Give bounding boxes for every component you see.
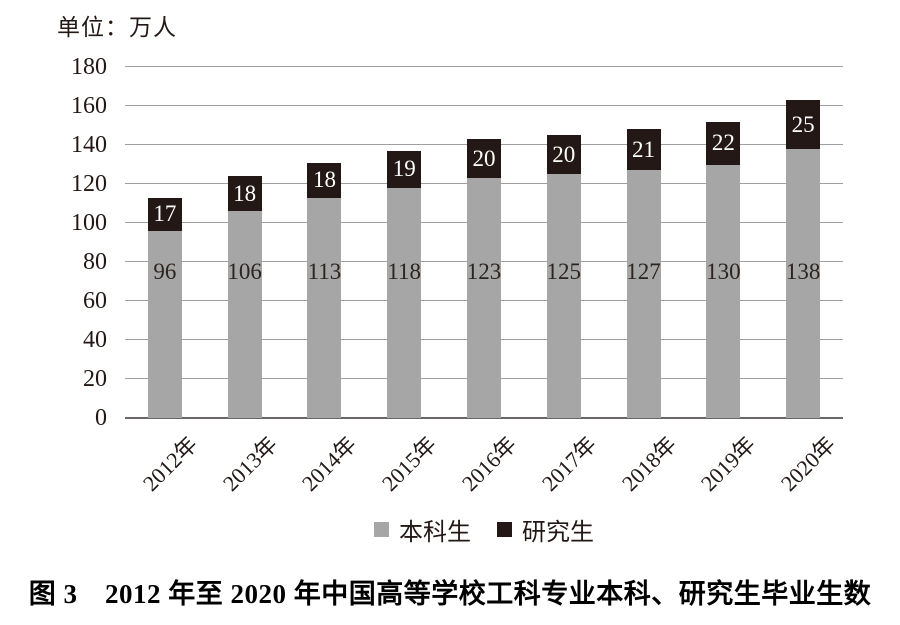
x-tick-label: 2015年	[377, 431, 442, 496]
bar-segment-undergraduate	[147, 230, 182, 418]
x-tick-label: 2018年	[616, 431, 681, 496]
bar-2014年: 18 113	[307, 162, 342, 418]
bar-segment-graduate: 19	[387, 150, 422, 188]
bar-2012年: 17 96	[147, 197, 182, 418]
bar-segment-undergraduate	[467, 178, 501, 418]
bar-segment-graduate: 25	[786, 100, 821, 149]
bar-value-label-graduate: 17	[153, 201, 177, 227]
x-tick-label: 2016年	[456, 431, 522, 496]
unit-label: 单位：万人	[57, 15, 177, 40]
bar-value-label-undergraduate: 118	[387, 258, 422, 284]
legend-label: 本科生	[399, 520, 471, 546]
x-tick-label: 2013年	[217, 431, 282, 496]
x-tick-label: 2012年	[137, 431, 203, 496]
bar-segment-graduate: 20	[467, 139, 501, 179]
bar-2019年: 22 130	[706, 121, 741, 418]
legend-item-undergraduate: 本科生	[374, 512, 471, 547]
x-tick-label: 2020年	[775, 431, 841, 496]
y-tick-label: 20	[83, 366, 107, 392]
legend-item-graduate: 研究生	[497, 512, 594, 547]
y-tick-label: 100	[71, 210, 107, 236]
bar-2018年: 21 127	[626, 129, 661, 418]
legend: 本科生 研究生	[125, 512, 843, 547]
bar-value-label-graduate: 19	[392, 156, 416, 182]
bar-value-label-undergraduate: 123	[466, 258, 502, 284]
bar-value-label-undergraduate: 96	[153, 258, 177, 284]
bar-2015年: 19 118	[387, 150, 422, 418]
bar-segment-undergraduate	[706, 164, 741, 418]
bar-value-label-undergraduate: 106	[227, 258, 262, 284]
bar-segment-undergraduate	[786, 148, 821, 418]
x-tick-label: 2017年	[536, 431, 601, 496]
bar-value-label-undergraduate: 125	[546, 258, 582, 284]
bar-segment-graduate: 18	[227, 176, 262, 212]
y-tick-label: 180	[71, 54, 107, 80]
y-tick-label: 60	[83, 288, 107, 314]
gridline	[125, 66, 843, 67]
bar-value-label-graduate: 21	[632, 136, 656, 162]
bar-value-label-undergraduate: 113	[307, 258, 342, 284]
bar-segment-undergraduate	[387, 187, 422, 418]
bar-2013年: 18 106	[227, 176, 262, 418]
bar-segment-undergraduate	[307, 197, 342, 418]
bar-2017年: 20 125	[547, 135, 581, 418]
y-tick-label: 160	[71, 93, 107, 119]
undergraduate-swatch-icon	[374, 522, 389, 537]
y-tick-label: 0	[95, 405, 107, 431]
y-tick-label: 120	[71, 171, 107, 197]
bar-value-label-graduate: 18	[233, 180, 257, 206]
bar-value-label-graduate: 18	[312, 167, 336, 193]
bar-segment-undergraduate	[546, 174, 581, 418]
legend-label: 研究生	[522, 520, 594, 546]
bar-segment-graduate: 17	[147, 197, 182, 231]
bar-value-label-undergraduate: 127	[626, 258, 661, 284]
bar-2020年: 25 138	[786, 100, 820, 418]
bar-segment-graduate: 21	[626, 129, 661, 171]
y-tick-label: 40	[83, 327, 107, 353]
bar-value-label-undergraduate: 130	[706, 258, 741, 284]
y-tick-label: 140	[71, 132, 107, 158]
bar-value-label-undergraduate: 138	[785, 258, 821, 284]
gridline	[125, 105, 843, 106]
bar-segment-graduate: 22	[706, 121, 741, 165]
plot-area: 17 96 18 106 18 113 19 118 20 123 20 125 21 127 22 130 2…	[125, 66, 843, 419]
y-tick-label: 80	[83, 249, 107, 275]
bar-segment-undergraduate	[626, 170, 661, 418]
bar-segment-graduate: 20	[546, 135, 581, 175]
bar-value-label-graduate: 20	[552, 141, 576, 167]
x-tick-label: 2014年	[297, 431, 362, 496]
figure-caption: 图 3 2012 年至 2020 年中国高等学校工科专业本科、研究生毕业生数	[28, 579, 872, 609]
x-axis-line	[125, 417, 843, 419]
bar-value-label-graduate: 25	[791, 111, 815, 137]
x-tick-label: 2019年	[696, 431, 761, 496]
bar-segment-graduate: 18	[307, 162, 342, 198]
bar-segment-undergraduate	[227, 211, 262, 418]
graduate-swatch-icon	[497, 522, 512, 537]
bar-value-label-graduate: 20	[472, 145, 496, 171]
bar-2016年: 20 123	[467, 139, 501, 418]
bar-value-label-graduate: 22	[711, 130, 735, 156]
